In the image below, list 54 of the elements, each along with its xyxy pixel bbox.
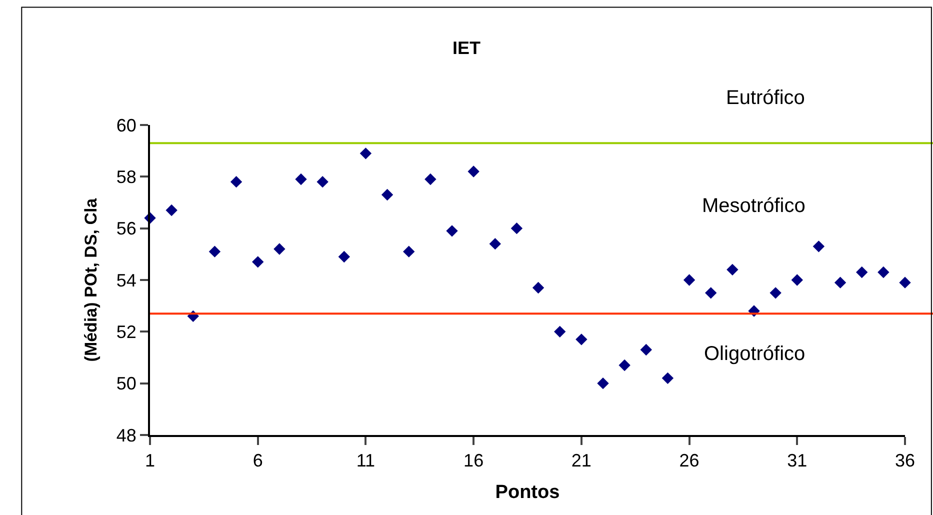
chart-title: IET [452, 38, 481, 58]
point [576, 334, 588, 346]
x-tick-label: 26 [679, 450, 700, 471]
point [274, 243, 286, 255]
point [166, 204, 178, 216]
x-tick-label: 11 [356, 450, 376, 471]
point [683, 274, 696, 286]
point [899, 276, 911, 288]
y-tick-label: 58 [116, 166, 136, 187]
y-tick-label: 52 [116, 322, 136, 342]
point [812, 240, 825, 252]
x-tick-label: 1 [144, 450, 156, 471]
point [489, 238, 501, 250]
point [597, 377, 609, 390]
y-axis-title: (Média) POt, DS, Cla [81, 198, 100, 362]
point [446, 225, 458, 237]
point [834, 276, 846, 288]
point [338, 250, 350, 263]
y-tick-label: 50 [116, 374, 136, 394]
x-tick-label: 6 [252, 450, 263, 471]
point [295, 173, 307, 186]
annotation: Mesotrófico [702, 195, 806, 217]
x-tick-label: 36 [894, 450, 916, 471]
y-tick-label: 60 [116, 115, 136, 136]
text: Eutrófico [726, 87, 805, 109]
point [532, 282, 544, 294]
point [554, 326, 566, 338]
point [791, 274, 803, 286]
x-axis-title: Pontos [495, 482, 560, 503]
point [705, 287, 717, 299]
point [381, 188, 394, 201]
y-tick-label: 56 [116, 218, 136, 239]
point [360, 148, 372, 160]
y-tick-label: 54 [116, 270, 136, 290]
point [726, 264, 738, 276]
point [510, 222, 523, 234]
point [856, 266, 868, 278]
x-tick-label: 16 [464, 450, 484, 471]
point [662, 372, 674, 384]
point [640, 344, 652, 356]
point [208, 246, 221, 258]
point [403, 246, 415, 258]
point [878, 266, 890, 278]
annotation: Oligotrófico [704, 343, 806, 365]
point [618, 359, 630, 372]
y-tick-label: 48 [116, 425, 136, 446]
x-tick-label: 21 [571, 450, 592, 471]
point [230, 176, 242, 188]
point [468, 166, 480, 178]
point [770, 287, 782, 299]
x-tick-label: 31 [787, 450, 808, 471]
point [252, 256, 264, 268]
point [424, 173, 436, 186]
point [316, 176, 328, 188]
